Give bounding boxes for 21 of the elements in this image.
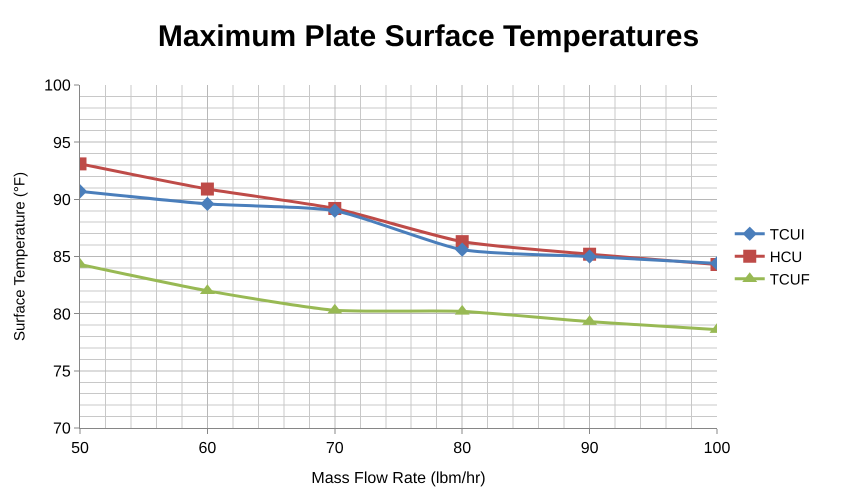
x-tick-label: 90 xyxy=(580,440,599,458)
y-tick-label: 75 xyxy=(53,363,71,380)
x-tick-label: 60 xyxy=(198,440,216,458)
y-tick-label: 95 xyxy=(53,134,71,152)
legend-label: TCUI xyxy=(770,226,805,244)
legend-label: TCUF xyxy=(770,272,810,289)
chart-title: Maximum Plate Surface Temperatures xyxy=(158,20,700,54)
point xyxy=(328,204,342,218)
x-tick-label: 100 xyxy=(704,440,730,458)
y-tick-label: 90 xyxy=(53,192,71,209)
x-tick-label: 70 xyxy=(326,440,344,458)
legend-label: HCU xyxy=(770,249,802,266)
y-axis-title: Surface Temperature (°F) xyxy=(11,172,28,342)
x-tick-label: 50 xyxy=(71,440,89,458)
y-tick-label: 85 xyxy=(53,249,71,266)
x-tick-label: 80 xyxy=(453,440,472,458)
y-tick-label: 100 xyxy=(44,78,71,95)
x-axis-title: Mass Flow Rate (lbm/hr) xyxy=(311,470,486,487)
point xyxy=(455,242,470,257)
y-tick-label: 80 xyxy=(53,306,71,324)
y-tick-label: 70 xyxy=(53,420,71,438)
